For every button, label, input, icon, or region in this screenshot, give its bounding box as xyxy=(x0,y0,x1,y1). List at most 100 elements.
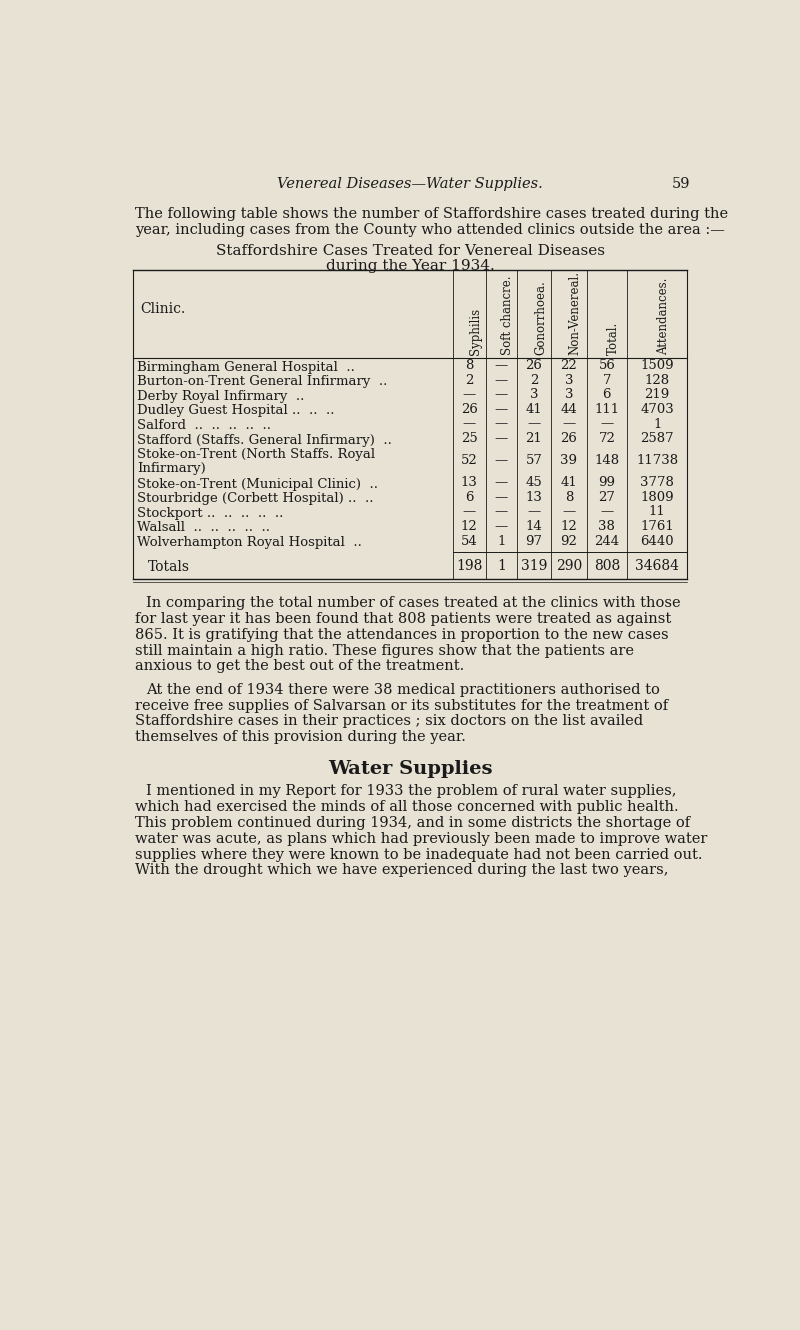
Text: —: — xyxy=(495,359,508,372)
Text: Venereal Diseases—Water Supplies.: Venereal Diseases—Water Supplies. xyxy=(277,177,543,190)
Text: 41: 41 xyxy=(561,476,578,489)
Text: Walsall  ..  ..  ..  ..  ..: Walsall .. .. .. .. .. xyxy=(138,521,270,535)
Text: 92: 92 xyxy=(561,535,578,548)
Text: 3778: 3778 xyxy=(640,476,674,489)
Text: 59: 59 xyxy=(672,177,690,190)
Text: —: — xyxy=(527,418,541,431)
Text: Attendances.: Attendances. xyxy=(658,278,670,355)
Text: 290: 290 xyxy=(556,559,582,573)
Text: —: — xyxy=(600,505,614,519)
Text: 26: 26 xyxy=(561,432,578,446)
Text: 1: 1 xyxy=(498,535,506,548)
Text: Non-Venereal.: Non-Venereal. xyxy=(569,271,582,355)
Text: Staffordshire cases in their practices ; six doctors on the list availed: Staffordshire cases in their practices ;… xyxy=(135,714,643,729)
Text: 198: 198 xyxy=(456,559,482,573)
Text: —: — xyxy=(495,374,508,387)
Text: 808: 808 xyxy=(594,559,620,573)
Text: Burton-on-Trent General Infirmary  ..: Burton-on-Trent General Infirmary .. xyxy=(138,375,387,388)
Text: —: — xyxy=(527,505,541,519)
Text: —: — xyxy=(495,432,508,446)
Text: 6440: 6440 xyxy=(641,535,674,548)
Text: The following table shows the number of Staffordshire cases treated during the: The following table shows the number of … xyxy=(135,207,728,221)
Text: Derby Royal Infirmary  ..: Derby Royal Infirmary .. xyxy=(138,390,305,403)
Text: 219: 219 xyxy=(645,388,670,402)
Text: 111: 111 xyxy=(594,403,619,416)
Text: —: — xyxy=(495,505,508,519)
Text: Clinic.: Clinic. xyxy=(140,302,186,317)
Text: 41: 41 xyxy=(526,403,542,416)
Text: 2587: 2587 xyxy=(641,432,674,446)
Text: 13: 13 xyxy=(461,476,478,489)
Text: still maintain a high ratio. These figures show that the patients are: still maintain a high ratio. These figur… xyxy=(135,644,634,657)
Text: year, including cases from the County who attended clinics outside the area :—: year, including cases from the County wh… xyxy=(135,223,725,237)
Text: 97: 97 xyxy=(526,535,542,548)
Text: 52: 52 xyxy=(461,454,478,467)
Text: —: — xyxy=(495,520,508,533)
Text: 26: 26 xyxy=(461,403,478,416)
Text: 25: 25 xyxy=(461,432,478,446)
Text: 27: 27 xyxy=(598,491,615,504)
Text: 26: 26 xyxy=(526,359,542,372)
Text: —: — xyxy=(462,388,476,402)
Text: 1: 1 xyxy=(653,418,662,431)
Text: 3: 3 xyxy=(565,388,573,402)
Text: —: — xyxy=(495,491,508,504)
Text: Gonorrhoea.: Gonorrhoea. xyxy=(534,281,547,355)
Text: Stoke-on-Trent (North Staffs. Royal: Stoke-on-Trent (North Staffs. Royal xyxy=(138,448,375,460)
Text: 13: 13 xyxy=(526,491,542,504)
Text: 54: 54 xyxy=(461,535,478,548)
Text: receive free supplies of Salvarsan or its substitutes for the treatment of: receive free supplies of Salvarsan or it… xyxy=(135,698,668,713)
Text: Total.: Total. xyxy=(607,322,620,355)
Text: 8: 8 xyxy=(565,491,573,504)
Text: 11: 11 xyxy=(649,505,666,519)
Text: 244: 244 xyxy=(594,535,619,548)
Text: 44: 44 xyxy=(561,403,578,416)
Text: Stoke-on-Trent (Municipal Clinic)  ..: Stoke-on-Trent (Municipal Clinic) .. xyxy=(138,477,378,491)
Text: 3: 3 xyxy=(565,374,573,387)
Text: —: — xyxy=(562,505,575,519)
Text: 45: 45 xyxy=(526,476,542,489)
Text: 8: 8 xyxy=(465,359,474,372)
Text: 3: 3 xyxy=(530,388,538,402)
Text: Totals: Totals xyxy=(148,560,190,575)
Text: 4703: 4703 xyxy=(640,403,674,416)
Text: 22: 22 xyxy=(561,359,578,372)
Text: 865. It is gratifying that the attendances in proportion to the new cases: 865. It is gratifying that the attendanc… xyxy=(135,628,669,642)
Text: 128: 128 xyxy=(645,374,670,387)
Text: which had exercised the minds of all those concerned with public health.: which had exercised the minds of all tho… xyxy=(135,801,678,814)
Text: water was acute, as plans which had previously been made to improve water: water was acute, as plans which had prev… xyxy=(135,831,707,846)
Text: 148: 148 xyxy=(594,454,619,467)
Text: Soft chancre.: Soft chancre. xyxy=(502,275,514,355)
Text: Dudley Guest Hospital ..  ..  ..: Dudley Guest Hospital .. .. .. xyxy=(138,404,334,418)
Text: 57: 57 xyxy=(526,454,542,467)
Text: 12: 12 xyxy=(461,520,478,533)
Text: 2: 2 xyxy=(465,374,474,387)
Text: 319: 319 xyxy=(521,559,547,573)
Text: —: — xyxy=(495,388,508,402)
Text: 6: 6 xyxy=(465,491,474,504)
Text: Staffordshire Cases Treated for Venereal Diseases: Staffordshire Cases Treated for Venereal… xyxy=(215,243,605,258)
Text: —: — xyxy=(462,418,476,431)
Text: 72: 72 xyxy=(598,432,615,446)
Text: 1509: 1509 xyxy=(641,359,674,372)
Text: supplies where they were known to be inadequate had not been carried out.: supplies where they were known to be ina… xyxy=(135,847,702,862)
Text: 7: 7 xyxy=(602,374,611,387)
Text: —: — xyxy=(495,454,508,467)
Text: I mentioned in my Report for 1933 the problem of rural water supplies,: I mentioned in my Report for 1933 the pr… xyxy=(146,785,677,798)
Text: 56: 56 xyxy=(598,359,615,372)
Text: With the drought which we have experienced during the last two years,: With the drought which we have experienc… xyxy=(135,863,668,878)
Text: —: — xyxy=(462,505,476,519)
Text: Salford  ..  ..  ..  ..  ..: Salford .. .. .. .. .. xyxy=(138,419,271,432)
Text: themselves of this provision during the year.: themselves of this provision during the … xyxy=(135,730,466,745)
Text: 34684: 34684 xyxy=(635,559,679,573)
Text: during the Year 1934.: during the Year 1934. xyxy=(326,259,494,273)
Text: Stockport ..  ..  ..  ..  ..: Stockport .. .. .. .. .. xyxy=(138,507,283,520)
Text: Stafford (Staffs. General Infirmary)  ..: Stafford (Staffs. General Infirmary) .. xyxy=(138,434,392,447)
Text: In comparing the total number of cases treated at the clinics with those: In comparing the total number of cases t… xyxy=(146,596,681,610)
Text: Birmingham General Hospital  ..: Birmingham General Hospital .. xyxy=(138,360,355,374)
Text: Stourbridge (Corbett Hospital) ..  ..: Stourbridge (Corbett Hospital) .. .. xyxy=(138,492,374,505)
Text: Water Supplies: Water Supplies xyxy=(328,759,492,778)
Text: 1761: 1761 xyxy=(640,520,674,533)
Text: 11738: 11738 xyxy=(636,454,678,467)
Text: —: — xyxy=(495,403,508,416)
